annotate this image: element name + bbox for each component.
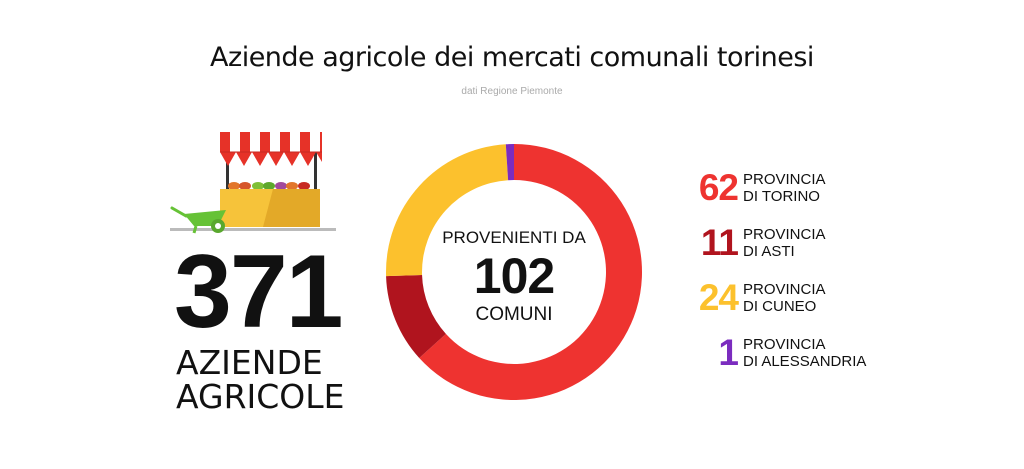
legend-label-torino-line1: PROVINCIA bbox=[743, 171, 826, 188]
legend-item-torino: 62 PROVINCIA DI TORINO bbox=[690, 168, 890, 208]
legend-label-alessandria-line2: DI ALESSANDRIA bbox=[743, 353, 867, 370]
total-farms-number: 371 bbox=[174, 234, 344, 350]
legend-label-asti: PROVINCIA DI ASTI bbox=[743, 226, 893, 260]
legend-label-torino-line2: DI TORINO bbox=[743, 188, 820, 205]
legend-value-alessandria: 1 bbox=[718, 332, 739, 373]
chart-source: dati Regione Piemonte bbox=[461, 86, 563, 97]
donut-slice-cuneo bbox=[386, 144, 509, 277]
total-farms-label: AZIENDE AGRICOLE bbox=[176, 346, 344, 414]
legend-item-cuneo: 24 PROVINCIA DI CUNEO bbox=[690, 278, 890, 318]
legend-label-cuneo: PROVINCIA DI CUNEO bbox=[743, 281, 893, 315]
legend-label-torino: PROVINCIA DI TORINO bbox=[743, 171, 893, 205]
donut-slice-torino bbox=[419, 144, 642, 401]
legend-label-asti-line2: DI ASTI bbox=[743, 243, 795, 260]
legend-value-torino: 62 bbox=[698, 167, 739, 208]
legend-label-alessandria: PROVINCIA DI ALESSANDRIA bbox=[743, 336, 893, 370]
legend-value-asti: 11 bbox=[700, 222, 739, 263]
legend-label-asti-line1: PROVINCIA bbox=[743, 226, 826, 243]
donut-center-number: 102 bbox=[473, 248, 555, 304]
legend-value-cuneo: 24 bbox=[698, 277, 739, 318]
donut-slice-asti bbox=[386, 274, 446, 359]
wheelbarrow-icon bbox=[170, 206, 226, 234]
total-farms-label-line2: AGRICOLE bbox=[176, 377, 345, 416]
donut-chart bbox=[386, 144, 642, 401]
legend: 62 PROVINCIA DI TORINO 11 PROVINCIA DI A… bbox=[690, 168, 890, 378]
legend-item-alessandria: 1 PROVINCIA DI ALESSANDRIA bbox=[690, 333, 890, 373]
market-stall-icon bbox=[170, 132, 336, 231]
donut-center-caption: PROVENIENTI DA bbox=[442, 228, 586, 247]
legend-item-asti: 11 PROVINCIA DI ASTI bbox=[690, 223, 890, 263]
total-farms-label-line1: AZIENDE bbox=[176, 343, 323, 382]
legend-label-cuneo-line1: PROVINCIA bbox=[743, 281, 826, 298]
legend-label-alessandria-line1: PROVINCIA bbox=[743, 336, 826, 353]
chart-title: Aziende agricole dei mercati comunali to… bbox=[210, 42, 814, 73]
donut-center-unit: COMUNI bbox=[475, 304, 553, 325]
donut-slice-alessandria bbox=[505, 144, 514, 181]
legend-label-cuneo-line2: DI CUNEO bbox=[743, 298, 817, 315]
